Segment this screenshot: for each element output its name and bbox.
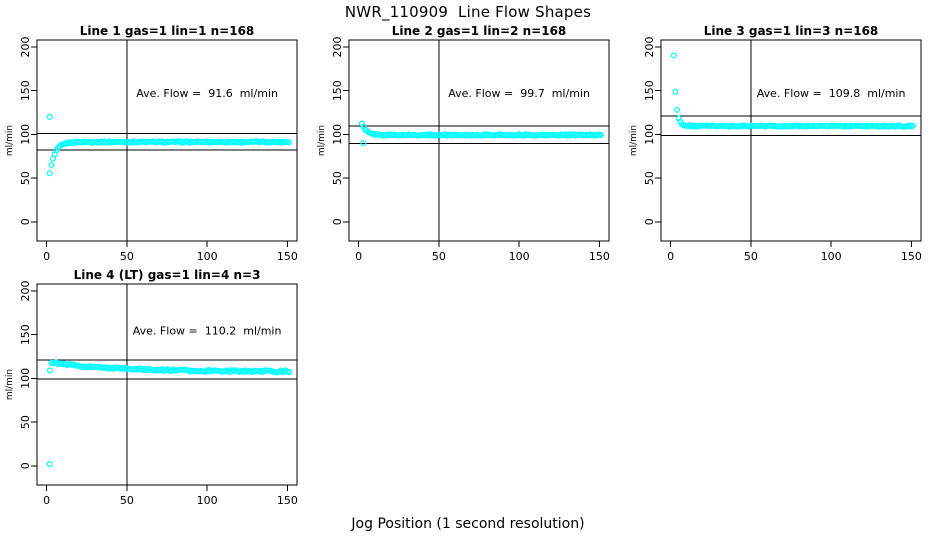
x-tick-label: 150 [589,250,610,263]
reference-lines [37,284,297,485]
data-point [673,106,680,113]
y-axis-title: ml/min [317,125,327,156]
y-tick-label: 0 [19,218,32,225]
y-tick-label: 100 [643,124,656,145]
x-tick-label: 150 [277,250,298,263]
panel-line-2: Line 2 gas=1 lin=2 n=168 0 50 100 150 0 50 100 1… [312,24,624,268]
x-tick-label: 0 [43,494,50,507]
y-tick-label: 0 [643,218,656,225]
y-tick-label: 200 [19,36,32,57]
data-point [48,162,55,169]
scatter-points [46,113,293,177]
panel-line-4: Line 4 (LT) gas=1 lin=4 n=3 0 50 100 150 0 50 1… [0,268,312,512]
data-point [286,369,293,376]
x-tick-label: 150 [901,250,922,263]
y-axis: 0 50 100 150 200 ml/min [5,280,37,469]
x-tick-label: 50 [120,250,134,263]
x-axis: 0 50 100 150 [43,485,298,507]
x-tick-label: 0 [43,250,50,263]
chart-line-1: Line 1 gas=1 lin=1 n=168 0 50 100 150 0 50 100 1… [5,24,298,263]
y-tick-label: 50 [19,171,32,185]
x-tick-label: 100 [509,250,530,263]
x-axis: 0 50 100 150 [43,241,298,263]
y-axis: 0 50 100 150 200 ml/min [317,36,349,225]
y-tick-label: 200 [19,280,32,301]
x-axis: 0 50 100 150 [355,241,610,263]
plot-box [660,39,922,242]
y-axis: 0 50 100 150 200 ml/min [5,36,37,225]
outlier-point [46,367,53,374]
y-tick-label: 0 [19,462,32,469]
scatter-points [358,120,605,147]
data-point [286,139,293,146]
x-tick-label: 50 [744,250,758,263]
y-tick-label: 50 [331,171,344,185]
plot-box [348,39,610,242]
data-point [910,122,917,129]
y-tick-label: 50 [643,171,656,185]
panel-title: Line 2 gas=1 lin=2 n=168 [392,24,567,38]
x-axis: 0 50 100 150 [667,241,922,263]
x-tick-label: 50 [432,250,446,263]
y-tick-label: 150 [19,80,32,101]
data-point [46,170,53,177]
y-axis-title: ml/min [5,125,15,156]
panel-grid: Line 1 gas=1 lin=1 n=168 0 50 100 150 0 50 100 1… [0,24,936,512]
y-tick-label: 150 [19,324,32,345]
panel-title: Line 4 (LT) gas=1 lin=4 n=3 [74,268,261,282]
plot-box [36,283,298,486]
y-tick-label: 100 [19,368,32,389]
x-tick-label: 50 [120,494,134,507]
scatter-points [670,52,917,130]
chart-line-2: Line 2 gas=1 lin=2 n=168 0 50 100 150 0 50 100 1… [317,24,610,263]
empty-cell [624,268,936,512]
y-axis-title: ml/min [5,369,15,400]
chart-line-4: Line 4 (LT) gas=1 lin=4 n=3 0 50 100 150 0 50 1… [5,268,298,507]
data-point [670,52,677,59]
x-axis-label: Jog Position (1 second resolution) [351,516,585,532]
outlier-point [360,140,367,147]
panel-line-3: Line 3 gas=1 lin=3 n=168 0 50 100 150 0 50 100 1… [624,24,936,268]
x-tick-label: 0 [667,250,674,263]
ave-flow-annotation: Ave. Flow = 109.8 ml/min [757,87,906,100]
figure-title: NWR_110909 Line Flow Shapes [344,3,592,21]
scatter-points [46,359,293,468]
plot-box [36,39,298,242]
y-tick-label: 200 [643,36,656,57]
y-tick-label: 200 [331,36,344,57]
outlier-point [46,461,53,468]
x-tick-label: 100 [821,250,842,263]
ave-flow-annotation: Ave. Flow = 91.6 ml/min [136,87,278,100]
y-tick-label: 150 [331,80,344,101]
ave-flow-annotation: Ave. Flow = 110.2 ml/min [133,325,282,338]
y-tick-label: 0 [331,218,344,225]
reference-lines [349,40,609,241]
y-tick-label: 50 [19,415,32,429]
panel-title: Line 1 gas=1 lin=1 n=168 [80,24,255,38]
chart-line-3: Line 3 gas=1 lin=3 n=168 0 50 100 150 0 50 100 1… [629,24,922,263]
data-point [672,88,679,95]
reference-lines [661,40,921,241]
x-tick-label: 100 [197,494,218,507]
x-tick-label: 100 [197,250,218,263]
x-tick-label: 150 [277,494,298,507]
ave-flow-annotation: Ave. Flow = 99.7 ml/min [448,87,590,100]
outlier-point [46,113,53,120]
y-axis-title: ml/min [629,125,639,156]
y-axis: 0 50 100 150 200 ml/min [629,36,661,225]
y-tick-label: 100 [331,124,344,145]
data-point [598,131,605,138]
x-tick-label: 0 [355,250,362,263]
y-tick-label: 150 [643,80,656,101]
y-tick-label: 100 [19,124,32,145]
empty-cell [312,268,624,512]
panel-title: Line 3 gas=1 lin=3 n=168 [704,24,879,38]
panel-line-1: Line 1 gas=1 lin=1 n=168 0 50 100 150 0 50 100 1… [0,24,312,268]
